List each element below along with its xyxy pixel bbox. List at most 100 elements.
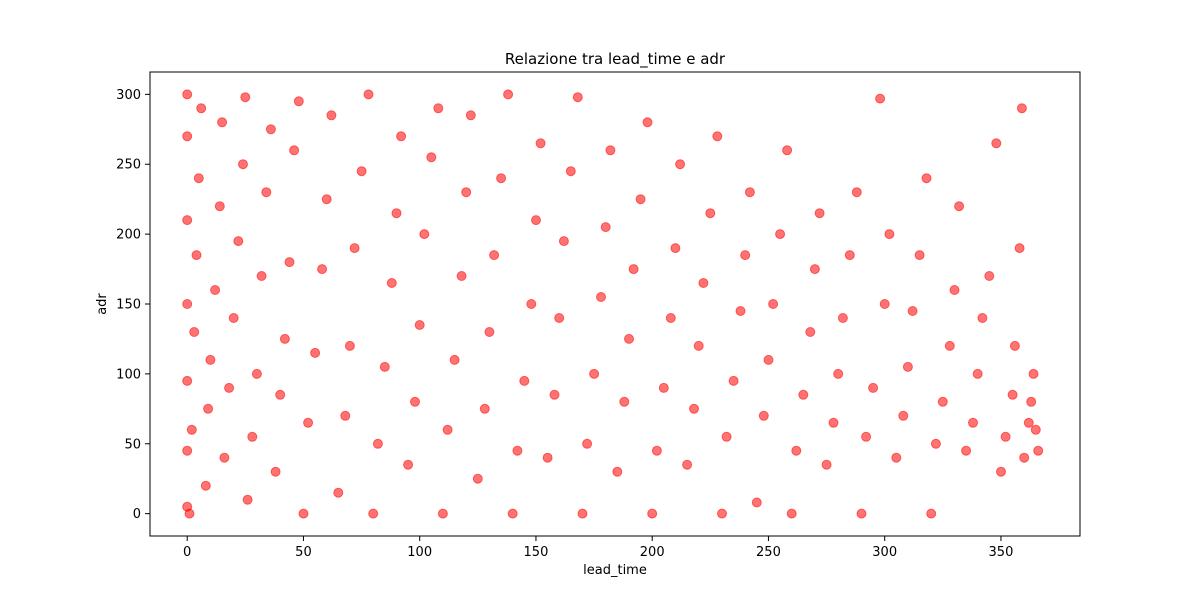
data-point bbox=[182, 131, 193, 142]
data-point bbox=[442, 424, 453, 435]
data-point bbox=[647, 508, 658, 519]
data-point bbox=[868, 382, 879, 393]
data-point bbox=[596, 292, 606, 302]
data-point bbox=[1016, 103, 1027, 114]
data-point bbox=[717, 508, 727, 519]
data-point bbox=[1000, 431, 1011, 442]
data-point bbox=[503, 89, 514, 100]
data-point bbox=[368, 508, 379, 519]
data-point bbox=[189, 327, 200, 337]
x-tick-label: 150 bbox=[524, 545, 549, 560]
data-point bbox=[224, 382, 235, 393]
data-point bbox=[507, 508, 518, 519]
data-point bbox=[875, 93, 886, 104]
axes-frame bbox=[149, 71, 1081, 537]
data-point bbox=[577, 508, 588, 519]
data-point bbox=[658, 382, 669, 393]
data-point bbox=[833, 368, 844, 379]
x-tick-label: 350 bbox=[989, 545, 1014, 560]
y-tick-label: 100 bbox=[116, 367, 141, 382]
data-point bbox=[898, 410, 909, 421]
data-point bbox=[363, 89, 374, 100]
data-point bbox=[635, 194, 646, 205]
data-point bbox=[184, 508, 195, 519]
data-point bbox=[410, 396, 420, 407]
x-axis-label: lead_time bbox=[583, 563, 647, 578]
data-point bbox=[775, 229, 786, 240]
data-point bbox=[279, 333, 290, 344]
data-point bbox=[944, 340, 955, 351]
data-point bbox=[805, 327, 816, 337]
data-point bbox=[240, 92, 251, 103]
data-point bbox=[340, 410, 351, 421]
data-point bbox=[628, 264, 639, 275]
y-tick-label: 150 bbox=[116, 298, 141, 313]
data-point bbox=[437, 508, 448, 519]
data-point bbox=[675, 159, 686, 170]
data-point bbox=[433, 103, 444, 114]
data-point bbox=[265, 124, 276, 135]
data-point bbox=[763, 354, 774, 365]
data-point bbox=[589, 368, 600, 379]
data-point bbox=[256, 271, 267, 281]
data-point bbox=[449, 354, 460, 365]
data-point bbox=[205, 354, 216, 365]
data-point bbox=[740, 250, 751, 261]
data-point bbox=[798, 389, 809, 400]
data-point bbox=[196, 103, 207, 114]
data-point bbox=[600, 222, 611, 233]
data-point bbox=[298, 508, 309, 519]
data-point bbox=[665, 313, 676, 323]
y-tick-label: 250 bbox=[116, 158, 141, 173]
data-point bbox=[930, 438, 941, 449]
data-point bbox=[317, 264, 328, 275]
data-point bbox=[214, 201, 225, 212]
data-point bbox=[344, 340, 355, 351]
data-point bbox=[728, 375, 739, 386]
data-point bbox=[572, 92, 583, 103]
data-point bbox=[612, 466, 623, 477]
data-point bbox=[372, 438, 383, 449]
data-point bbox=[554, 313, 565, 323]
data-point bbox=[542, 452, 553, 463]
data-point bbox=[1030, 424, 1041, 435]
data-point bbox=[284, 257, 295, 268]
data-point bbox=[949, 285, 960, 295]
data-point bbox=[303, 417, 314, 428]
data-point bbox=[670, 243, 681, 254]
data-point bbox=[954, 201, 965, 212]
data-point bbox=[349, 243, 360, 254]
data-point bbox=[891, 452, 902, 463]
chart-title: Relazione tra lead_time e adr bbox=[505, 50, 726, 69]
data-point bbox=[712, 131, 723, 142]
data-point bbox=[479, 403, 490, 414]
data-point bbox=[419, 229, 430, 240]
data-point bbox=[786, 508, 797, 519]
data-point bbox=[837, 313, 848, 323]
data-point bbox=[210, 285, 221, 295]
data-point bbox=[884, 229, 895, 240]
x-tick-label: 100 bbox=[407, 545, 432, 560]
y-tick-label: 300 bbox=[116, 88, 141, 103]
data-point bbox=[251, 368, 262, 379]
data-point bbox=[1007, 389, 1018, 400]
data-point bbox=[191, 250, 202, 261]
data-point bbox=[984, 271, 995, 281]
data-point bbox=[565, 166, 576, 177]
data-point bbox=[217, 117, 228, 128]
data-point bbox=[961, 445, 972, 456]
data-point bbox=[907, 306, 918, 316]
data-point bbox=[698, 278, 709, 288]
data-point bbox=[396, 131, 407, 142]
data-point bbox=[921, 173, 932, 184]
data-point bbox=[426, 152, 437, 163]
x-tick-label: 300 bbox=[872, 545, 897, 560]
data-point bbox=[828, 417, 839, 428]
data-point bbox=[972, 368, 983, 379]
data-point bbox=[193, 173, 204, 184]
data-point bbox=[851, 187, 862, 198]
data-point bbox=[821, 459, 832, 470]
data-point bbox=[356, 166, 367, 177]
data-point bbox=[902, 361, 913, 372]
x-ticks: 0 50 100 150 200 250 300 350 bbox=[183, 536, 1013, 560]
